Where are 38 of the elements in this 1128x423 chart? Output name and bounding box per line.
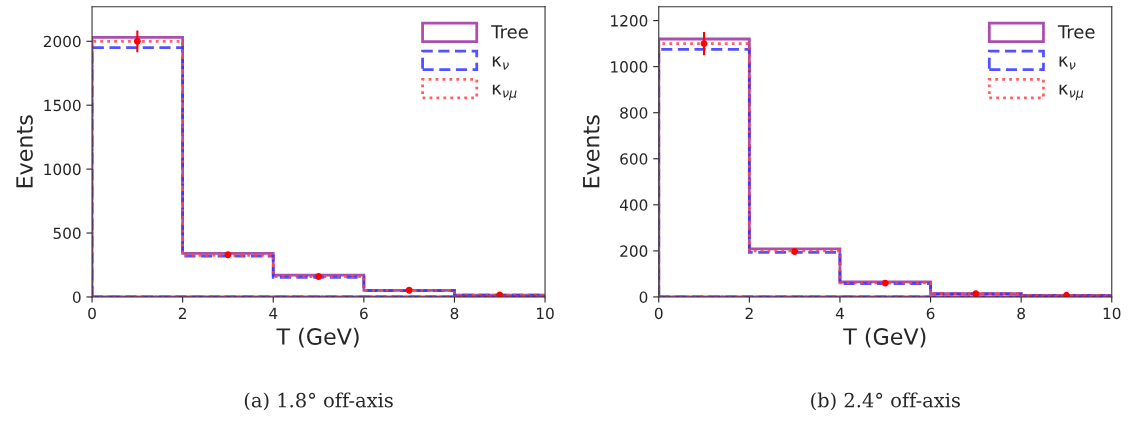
legend-label: Tree: [1057, 25, 1095, 39]
legend-label: κ$_{ν}$: [492, 56, 509, 70]
y-tick-label: 200: [620, 245, 648, 257]
point: [700, 40, 708, 48]
text: (b) 2.4° off-axis: [811, 392, 960, 411]
x-tick-label: 6: [926, 307, 935, 320]
y-axis-title: Events: [583, 115, 600, 188]
x-axis-title: T (GeV): [276, 327, 359, 348]
y-tick-label: 0: [639, 291, 648, 303]
x-tick-label: 10: [1103, 307, 1121, 320]
x-tick-label: 10: [537, 307, 554, 320]
y-tick-label: 1000: [611, 61, 648, 73]
x-tick-label: 6: [360, 307, 368, 320]
x-tick-label: 4: [835, 307, 844, 319]
y-tick-label: 500: [53, 227, 81, 240]
y-tick-label: 1200: [611, 15, 648, 27]
x-axis-title: T (GeV): [843, 327, 926, 348]
point: [133, 37, 141, 45]
legend-label: Tree: [491, 25, 528, 39]
legend-label: κ$_{ν}$: [1059, 56, 1076, 70]
x-tick-label: 4: [269, 307, 278, 319]
x-tick-label: 0: [88, 307, 96, 320]
y-tick-label: 2000: [43, 35, 81, 48]
x-tick-label: 2: [745, 307, 753, 319]
legend-label: κ$_{νμ}$: [492, 84, 517, 101]
legend-label: κ$_{νμ}$: [1059, 84, 1084, 101]
y-tick-label: 0: [72, 291, 81, 303]
x-tick-label: 8: [1017, 307, 1025, 320]
text: (a) 1.8° off-axis: [244, 392, 393, 411]
y-axis-title: Events: [16, 115, 33, 188]
x-tick-label: 2: [178, 307, 186, 319]
y-tick-label: 1000: [44, 163, 81, 176]
y-tick-label: 1500: [44, 99, 81, 112]
x-tick-label: 8: [450, 307, 459, 320]
x-tick-label: 0: [654, 307, 663, 320]
y-tick-label: 600: [620, 153, 648, 165]
y-tick-label: 800: [620, 107, 648, 119]
y-tick-label: 400: [619, 199, 648, 211]
